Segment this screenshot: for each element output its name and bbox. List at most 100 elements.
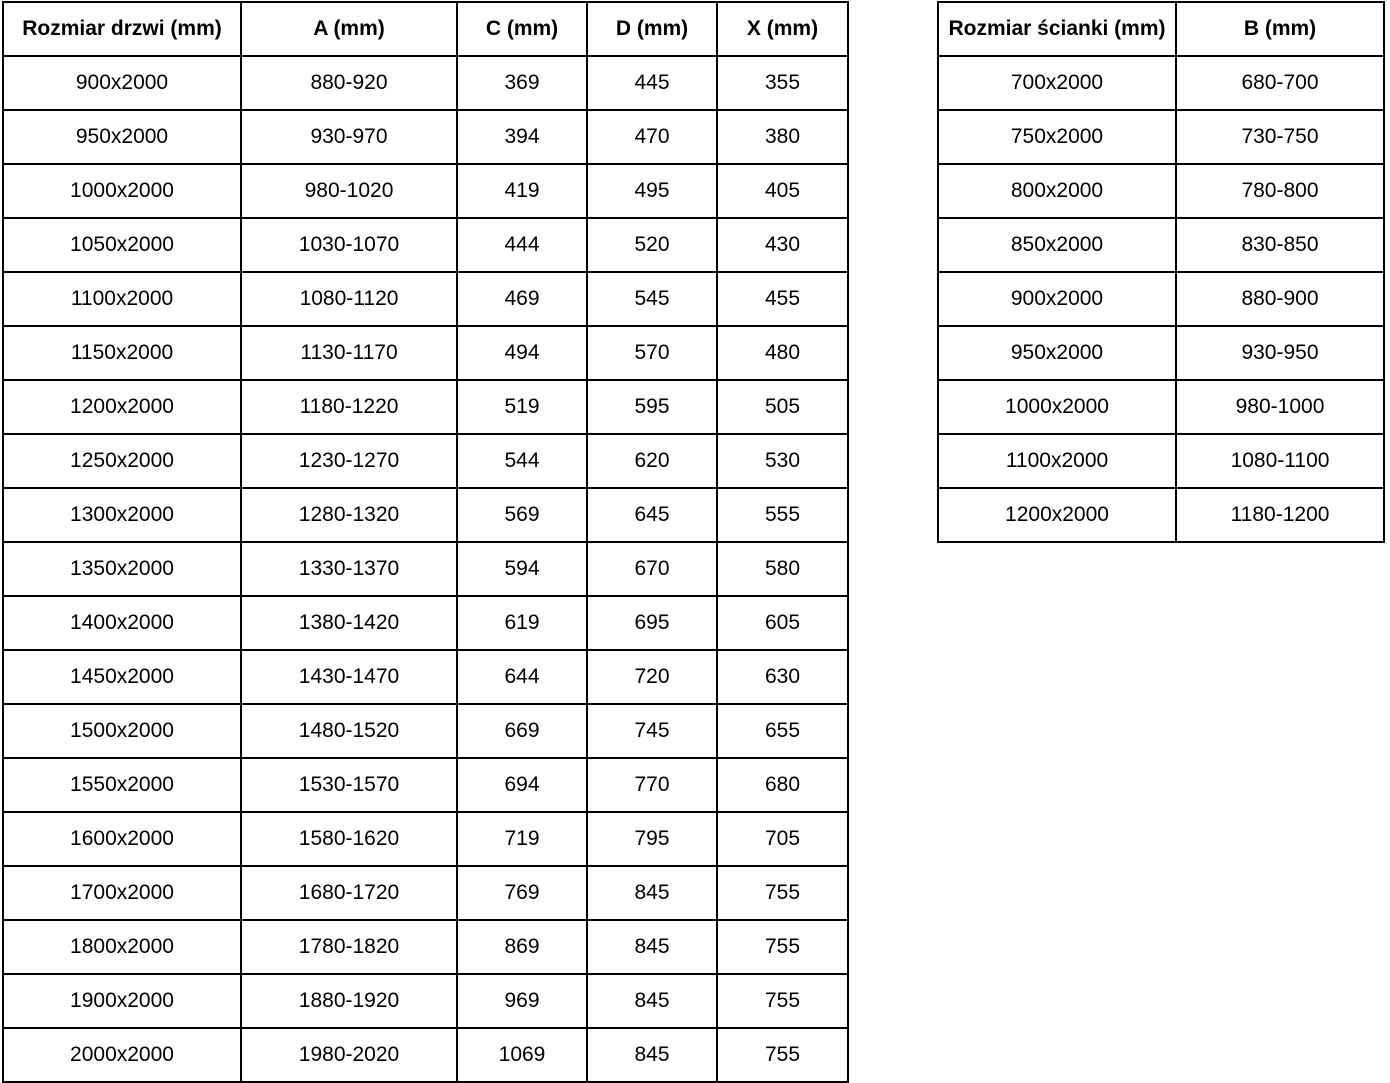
column-header-x: X (mm)	[716, 1, 849, 57]
table-cell: 1080-1100	[1175, 433, 1385, 489]
column-header-a: A (mm)	[240, 1, 458, 57]
table-cell: 845	[586, 1027, 718, 1083]
table-cell: 1500x2000	[2, 703, 242, 759]
table-row: 1600x2000 1580-1620 719 795 705	[2, 811, 849, 867]
table-cell: 755	[716, 865, 849, 921]
table-cell: 505	[716, 379, 849, 435]
table-cell: 705	[716, 811, 849, 867]
table-cell: 1350x2000	[2, 541, 242, 597]
table-cell: 380	[716, 109, 849, 165]
table-cell: 1380-1420	[240, 595, 458, 651]
table-cell: 1800x2000	[2, 919, 242, 975]
table-cell: 1180-1220	[240, 379, 458, 435]
table-cell: 1700x2000	[2, 865, 242, 921]
table-cell: 694	[456, 757, 588, 813]
table-row: 1350x2000 1330-1370 594 670 580	[2, 541, 849, 597]
table-row: 2000x2000 1980-2020 1069 845 755	[2, 1027, 849, 1083]
table-cell: 900x2000	[937, 271, 1177, 327]
table-row: 1050x2000 1030-1070 444 520 430	[2, 217, 849, 273]
wall-table-header-row: Rozmiar ścianki (mm) B (mm)	[937, 1, 1385, 57]
table-cell: 444	[456, 217, 588, 273]
table-cell: 394	[456, 109, 588, 165]
table-row: 1400x2000 1380-1420 619 695 605	[2, 595, 849, 651]
column-header-wall-size: Rozmiar ścianki (mm)	[937, 1, 1177, 57]
table-cell: 669	[456, 703, 588, 759]
table-cell: 1080-1120	[240, 271, 458, 327]
column-header-c: C (mm)	[456, 1, 588, 57]
table-cell: 1030-1070	[240, 217, 458, 273]
table-cell: 355	[716, 55, 849, 111]
table-cell: 755	[716, 919, 849, 975]
table-cell: 969	[456, 973, 588, 1029]
table-row: 950x2000 930-970 394 470 380	[2, 109, 849, 165]
table-cell: 880-900	[1175, 271, 1385, 327]
table-cell: 530	[716, 433, 849, 489]
table-cell: 845	[586, 919, 718, 975]
table-cell: 1880-1920	[240, 973, 458, 1029]
table-row: 1800x2000 1780-1820 869 845 755	[2, 919, 849, 975]
table-cell: 1000x2000	[2, 163, 242, 219]
door-sizes-table: Rozmiar drzwi (mm) A (mm) C (mm) D (mm) …	[2, 1, 849, 1083]
table-cell: 2000x2000	[2, 1027, 242, 1083]
table-cell: 680-700	[1175, 55, 1385, 111]
table-cell: 1530-1570	[240, 757, 458, 813]
table-row: 1100x2000 1080-1120 469 545 455	[2, 271, 849, 327]
table-cell: 1000x2000	[937, 379, 1177, 435]
table-cell: 655	[716, 703, 849, 759]
table-cell: 1200x2000	[937, 487, 1177, 543]
table-cell: 544	[456, 433, 588, 489]
table-cell: 755	[716, 1027, 849, 1083]
table-cell: 750x2000	[937, 109, 1177, 165]
table-cell: 555	[716, 487, 849, 543]
table-cell: 1069	[456, 1027, 588, 1083]
table-cell: 1430-1470	[240, 649, 458, 705]
table-cell: 830-850	[1175, 217, 1385, 273]
table-cell: 869	[456, 919, 588, 975]
table-row: 900x2000 880-900	[937, 271, 1385, 327]
table-cell: 480	[716, 325, 849, 381]
table-cell: 769	[456, 865, 588, 921]
table-cell: 980-1000	[1175, 379, 1385, 435]
table-cell: 1980-2020	[240, 1027, 458, 1083]
table-cell: 1150x2000	[2, 325, 242, 381]
table-cell: 1100x2000	[2, 271, 242, 327]
table-cell: 644	[456, 649, 588, 705]
table-row: 1550x2000 1530-1570 694 770 680	[2, 757, 849, 813]
table-cell: 445	[586, 55, 718, 111]
table-cell: 495	[586, 163, 718, 219]
table-cell: 780-800	[1175, 163, 1385, 219]
table-row: 900x2000 880-920 369 445 355	[2, 55, 849, 111]
table-cell: 1400x2000	[2, 595, 242, 651]
table-row: 1450x2000 1430-1470 644 720 630	[2, 649, 849, 705]
table-row: 1300x2000 1280-1320 569 645 555	[2, 487, 849, 543]
table-cell: 845	[586, 865, 718, 921]
table-cell: 469	[456, 271, 588, 327]
table-cell: 700x2000	[937, 55, 1177, 111]
table-cell: 1050x2000	[2, 217, 242, 273]
column-header-d: D (mm)	[586, 1, 718, 57]
table-row: 1200x2000 1180-1220 519 595 505	[2, 379, 849, 435]
table-row: 800x2000 780-800	[937, 163, 1385, 219]
table-cell: 1250x2000	[2, 433, 242, 489]
table-row: 1000x2000 980-1020 419 495 405	[2, 163, 849, 219]
table-cell: 795	[586, 811, 718, 867]
table-cell: 1680-1720	[240, 865, 458, 921]
table-row: 1900x2000 1880-1920 969 845 755	[2, 973, 849, 1029]
table-row: 700x2000 680-700	[937, 55, 1385, 111]
table-cell: 1330-1370	[240, 541, 458, 597]
table-cell: 1580-1620	[240, 811, 458, 867]
table-cell: 1180-1200	[1175, 487, 1385, 543]
table-cell: 419	[456, 163, 588, 219]
table-cell: 695	[586, 595, 718, 651]
table-cell: 519	[456, 379, 588, 435]
table-cell: 930-950	[1175, 325, 1385, 381]
table-cell: 645	[586, 487, 718, 543]
table-cell: 494	[456, 325, 588, 381]
table-cell: 1450x2000	[2, 649, 242, 705]
table-row: 1150x2000 1130-1170 494 570 480	[2, 325, 849, 381]
table-row: 1000x2000 980-1000	[937, 379, 1385, 435]
table-cell: 950x2000	[937, 325, 1177, 381]
table-cell: 1900x2000	[2, 973, 242, 1029]
table-cell: 745	[586, 703, 718, 759]
table-cell: 1130-1170	[240, 325, 458, 381]
